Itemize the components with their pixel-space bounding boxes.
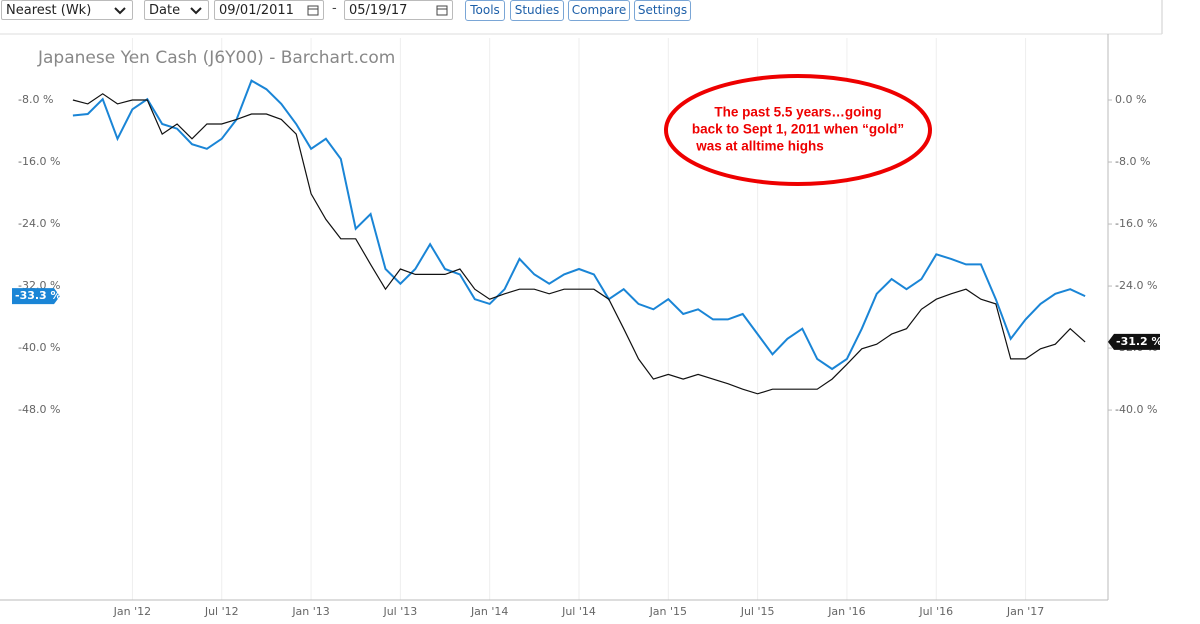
date-type-select[interactable]: Date: [144, 0, 209, 20]
chevron: [114, 7, 126, 15]
x-tick-label: Jan '14: [470, 605, 508, 618]
date-separator: -: [332, 1, 337, 16]
x-tick-label: Jan '15: [649, 605, 687, 618]
calendar-icon: [307, 5, 319, 16]
x-tick-label: Jan '12: [113, 605, 151, 618]
calendar-icon: [436, 5, 448, 16]
start-date-input[interactable]: 09/01/2011: [214, 0, 324, 20]
compare-button[interactable]: Compare: [568, 0, 630, 21]
y2-tick-label: -24.0 %: [1115, 279, 1157, 292]
series-line: [72, 93, 1086, 395]
annotation-line: back to Sept 1, 2011 when “gold”: [692, 122, 904, 137]
annotation-line: was at alltime highs: [695, 139, 824, 154]
studies-button[interactable]: Studies: [510, 0, 564, 21]
x-tick-label: Jan '13: [291, 605, 329, 618]
y2-tick-label: 0.0 %: [1115, 93, 1146, 106]
start-date-text: 09/01/2011: [219, 3, 294, 18]
x-tick-label: Jul '16: [918, 605, 953, 618]
end-date-text: 05/19/17: [349, 3, 408, 18]
x-tick-label: Jul '12: [204, 605, 239, 618]
last-value-badge: [1108, 333, 1160, 350]
y-tick-label: -48.0 %: [18, 403, 60, 416]
x-tick-label: Jan '17: [1006, 605, 1044, 618]
annotation-line: The past 5.5 years…going: [714, 105, 881, 120]
x-tick-label: Jul '13: [382, 605, 417, 618]
last-value-badge: [12, 288, 60, 305]
settings-button[interactable]: Settings: [634, 0, 691, 21]
last-value-label: -31.2 %: [1116, 335, 1163, 348]
y-tick-label: -8.0 %: [18, 93, 53, 106]
tools-button[interactable]: Tools: [465, 0, 505, 21]
y-tick-label: -16.0 %: [18, 155, 60, 168]
x-tick-label: Jul '15: [740, 605, 775, 618]
last-value-label: -33.3 %: [15, 289, 62, 302]
period-select[interactable]: Nearest (Wk): [1, 0, 133, 20]
y-tick-label: -24.0 %: [18, 217, 60, 230]
annotation-ellipse: [664, 74, 932, 186]
chart-title: Japanese Yen Cash (J6Y00) - Barchart.com: [37, 48, 395, 68]
x-tick-label: Jan '16: [827, 605, 865, 618]
series-line: [72, 79, 1086, 371]
x-tick-label: Jul '14: [561, 605, 596, 618]
end-date-input[interactable]: 05/19/17: [344, 0, 453, 20]
chevron: [190, 7, 202, 15]
period-text: Nearest (Wk): [6, 3, 92, 18]
y2-tick-label: -8.0 %: [1115, 155, 1150, 168]
y2-tick-label: -16.0 %: [1115, 217, 1157, 230]
y-tick-label: -40.0 %: [18, 341, 60, 354]
y2-tick-label: -40.0 %: [1115, 403, 1157, 416]
date-type-text: Date: [149, 3, 181, 18]
